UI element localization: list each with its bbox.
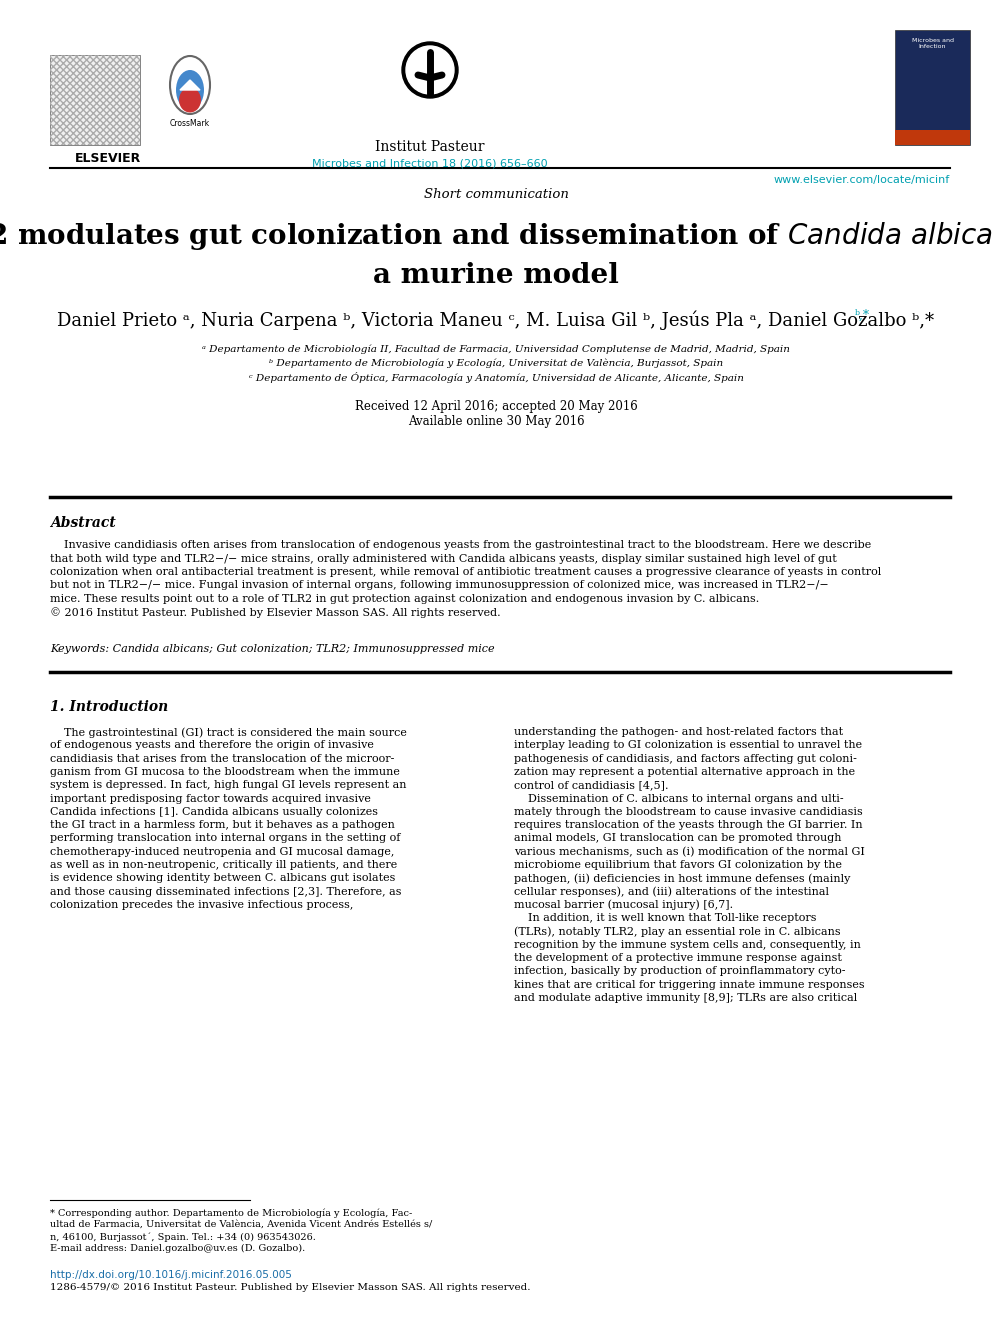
Text: The gastrointestinal (GI) tract is considered the main source: The gastrointestinal (GI) tract is consi… — [50, 728, 407, 737]
Text: Dissemination of C. albicans to internal organs and ulti-: Dissemination of C. albicans to internal… — [514, 794, 843, 803]
Text: Microbes and
Infection: Microbes and Infection — [912, 38, 953, 49]
Text: ᵇ,*: ᵇ,* — [855, 310, 870, 321]
Text: E-mail address: Daniel.gozalbo@uv.es (D. Gozalbo).: E-mail address: Daniel.gozalbo@uv.es (D.… — [50, 1244, 306, 1253]
Text: zation may represent a potential alternative approach in the: zation may represent a potential alterna… — [514, 767, 855, 777]
Ellipse shape — [176, 70, 204, 110]
Text: kines that are critical for triggering innate immune responses: kines that are critical for triggering i… — [514, 980, 865, 990]
Text: colonization when oral antibacterial treatment is present, while removal of anti: colonization when oral antibacterial tre… — [50, 568, 881, 577]
Text: but not in TLR2−/− mice. Fungal invasion of internal organs, following immunosup: but not in TLR2−/− mice. Fungal invasion… — [50, 581, 828, 590]
Text: and modulate adaptive immunity [8,9]; TLRs are also critical: and modulate adaptive immunity [8,9]; TL… — [514, 994, 857, 1003]
Circle shape — [406, 46, 454, 94]
Text: ᵃ Departamento de Microbiología II, Facultad de Farmacia, Universidad Complutens: ᵃ Departamento de Microbiología II, Facu… — [202, 344, 790, 353]
Text: www.elsevier.com/locate/micinf: www.elsevier.com/locate/micinf — [774, 175, 950, 185]
Text: mice. These results point out to a role of TLR2 in gut protection against coloni: mice. These results point out to a role … — [50, 594, 759, 605]
Text: TLR2 modulates gut colonization and dissemination of $\mathit{Candida\ albicans}: TLR2 modulates gut colonization and diss… — [0, 220, 992, 251]
Text: microbiome equilibrium that favors GI colonization by the: microbiome equilibrium that favors GI co… — [514, 860, 842, 871]
Text: Candida infections [1]. Candida albicans usually colonizes: Candida infections [1]. Candida albicans… — [50, 807, 378, 816]
Text: that both wild type and TLR2−/− mice strains, orally administered with Candida a: that both wild type and TLR2−/− mice str… — [50, 553, 836, 564]
Bar — [50, 56, 140, 146]
Text: ultad de Farmacia, Universitat de València, Avenida Vicent Andrés Estellés s/: ultad de Farmacia, Universitat de Valènc… — [50, 1220, 433, 1229]
Text: Daniel Prieto ᵃ, Nuria Carpena ᵇ, Victoria Maneu ᶜ, M. Luisa Gil ᵇ, Jesús Pla ᵃ,: Daniel Prieto ᵃ, Nuria Carpena ᵇ, Victor… — [58, 310, 934, 329]
Text: understanding the pathogen- and host-related factors that: understanding the pathogen- and host-rel… — [514, 728, 843, 737]
Bar — [895, 30, 970, 146]
Text: mately through the bloodstream to cause invasive candidiasis: mately through the bloodstream to cause … — [514, 807, 863, 816]
Text: important predisposing factor towards acquired invasive: important predisposing factor towards ac… — [50, 794, 371, 803]
Circle shape — [402, 42, 458, 98]
Ellipse shape — [179, 87, 201, 112]
Text: n, 46100, Burjassot´, Spain. Tel.: +34 (0) 963543026.: n, 46100, Burjassot´, Spain. Tel.: +34 (… — [50, 1232, 315, 1241]
Text: Institut Pasteur: Institut Pasteur — [375, 140, 485, 153]
Bar — [895, 130, 970, 146]
Text: interplay leading to GI colonization is essential to unravel the: interplay leading to GI colonization is … — [514, 741, 862, 750]
Text: ᵇ Departamento de Microbiología y Ecología, Universitat de València, Burjassot, : ᵇ Departamento de Microbiología y Ecolog… — [269, 359, 723, 368]
Text: Keywords: Candida albicans; Gut colonization; TLR2; Immunosuppressed mice: Keywords: Candida albicans; Gut coloniza… — [50, 644, 495, 654]
Text: * Corresponding author. Departamento de Microbiología y Ecología, Fac-: * Corresponding author. Departamento de … — [50, 1208, 413, 1217]
Text: ganism from GI mucosa to the bloodstream when the immune: ganism from GI mucosa to the bloodstream… — [50, 767, 400, 777]
Text: pathogenesis of candidiasis, and factors affecting gut coloni-: pathogenesis of candidiasis, and factors… — [514, 754, 857, 763]
Text: Invasive candidiasis often arises from translocation of endogenous yeasts from t: Invasive candidiasis often arises from t… — [50, 540, 871, 550]
Bar — [50, 56, 140, 146]
Text: a murine model: a murine model — [373, 262, 619, 288]
Text: ELSEVIER: ELSEVIER — [75, 152, 141, 165]
Text: (TLRs), notably TLR2, play an essential role in C. albicans: (TLRs), notably TLR2, play an essential … — [514, 926, 840, 937]
Text: requires translocation of the yeasts through the GI barrier. In: requires translocation of the yeasts thr… — [514, 820, 863, 830]
Text: mucosal barrier (mucosal injury) [6,7].: mucosal barrier (mucosal injury) [6,7]. — [514, 900, 733, 910]
Text: various mechanisms, such as (i) modification of the normal GI: various mechanisms, such as (i) modifica… — [514, 847, 865, 857]
Text: recognition by the immune system cells and, consequently, in: recognition by the immune system cells a… — [514, 939, 861, 950]
Text: as well as in non-neutropenic, critically ill patients, and there: as well as in non-neutropenic, criticall… — [50, 860, 397, 871]
Text: Short communication: Short communication — [424, 188, 568, 201]
Text: and those causing disseminated infections [2,3]. Therefore, as: and those causing disseminated infection… — [50, 886, 402, 897]
Text: the GI tract in a harmless form, but it behaves as a pathogen: the GI tract in a harmless form, but it … — [50, 820, 395, 830]
Text: ᶜ Departamento de Óptica, Farmacología y Anatomía, Universidad de Alicante, Alic: ᶜ Departamento de Óptica, Farmacología y… — [249, 372, 743, 382]
Text: control of candidiasis [4,5].: control of candidiasis [4,5]. — [514, 781, 669, 790]
Text: Microbes and Infection 18 (2016) 656–660: Microbes and Infection 18 (2016) 656–660 — [312, 157, 548, 168]
Text: 1. Introduction: 1. Introduction — [50, 700, 169, 714]
Text: CrossMark: CrossMark — [170, 119, 210, 128]
Text: is evidence showing identity between C. albicans gut isolates: is evidence showing identity between C. … — [50, 873, 396, 884]
Text: http://dx.doi.org/10.1016/j.micinf.2016.05.005: http://dx.doi.org/10.1016/j.micinf.2016.… — [50, 1270, 292, 1279]
Text: Abstract: Abstract — [50, 516, 116, 531]
Text: infection, basically by production of proinflammatory cyto-: infection, basically by production of pr… — [514, 966, 845, 976]
Text: cellular responses), and (iii) alterations of the intestinal: cellular responses), and (iii) alteratio… — [514, 886, 829, 897]
Text: the development of a protective immune response against: the development of a protective immune r… — [514, 953, 842, 963]
Text: colonization precedes the invasive infectious process,: colonization precedes the invasive infec… — [50, 900, 353, 910]
Text: Received 12 April 2016; accepted 20 May 2016: Received 12 April 2016; accepted 20 May … — [354, 400, 638, 413]
Text: animal models, GI translocation can be promoted through: animal models, GI translocation can be p… — [514, 833, 841, 843]
Text: 1286-4579/© 2016 Institut Pasteur. Published by Elsevier Masson SAS. All rights : 1286-4579/© 2016 Institut Pasteur. Publi… — [50, 1283, 531, 1293]
Text: Available online 30 May 2016: Available online 30 May 2016 — [408, 415, 584, 429]
Text: In addition, it is well known that Toll-like receptors: In addition, it is well known that Toll-… — [514, 913, 816, 923]
Text: system is depressed. In fact, high fungal GI levels represent an: system is depressed. In fact, high funga… — [50, 781, 407, 790]
Text: candidiasis that arises from the translocation of the microor-: candidiasis that arises from the translo… — [50, 754, 395, 763]
Text: © 2016 Institut Pasteur. Published by Elsevier Masson SAS. All rights reserved.: © 2016 Institut Pasteur. Published by El… — [50, 607, 501, 618]
Text: pathogen, (ii) deficiencies in host immune defenses (mainly: pathogen, (ii) deficiencies in host immu… — [514, 873, 850, 884]
Text: performing translocation into internal organs in the setting of: performing translocation into internal o… — [50, 833, 401, 843]
Polygon shape — [180, 79, 200, 90]
Text: chemotherapy-induced neutropenia and GI mucosal damage,: chemotherapy-induced neutropenia and GI … — [50, 847, 395, 857]
Text: of endogenous yeasts and therefore the origin of invasive: of endogenous yeasts and therefore the o… — [50, 741, 374, 750]
